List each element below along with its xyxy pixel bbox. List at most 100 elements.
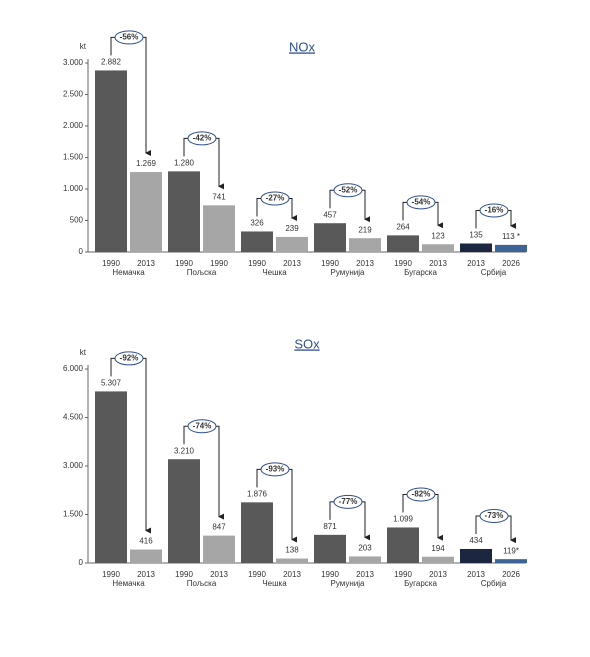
- y-tick-label: 0: [79, 558, 84, 567]
- value-label: 194: [431, 544, 445, 553]
- group-label: Пољска: [187, 268, 217, 277]
- bar: [349, 556, 381, 563]
- group-label: Бугарска: [404, 579, 437, 588]
- group-label: Пољска: [187, 579, 217, 588]
- value-label: 434: [469, 536, 483, 545]
- y-tick-label: 0: [79, 247, 84, 256]
- bar: [422, 556, 454, 563]
- y-axis-unit: kt: [80, 42, 87, 51]
- y-tick-label: 6.000: [63, 364, 84, 373]
- x-tick-label: 1990: [210, 259, 228, 268]
- change-badge: [114, 30, 144, 45]
- value-label: 1.099: [393, 515, 414, 524]
- bar: [387, 235, 419, 252]
- bar: [241, 231, 273, 252]
- bar: [95, 391, 127, 563]
- value-label: 2.882: [101, 58, 122, 67]
- x-tick-label: 2013: [283, 570, 301, 579]
- value-label: 5.307: [101, 379, 122, 388]
- x-tick-label: 2026: [502, 570, 520, 579]
- y-tick-label: 3.000: [63, 461, 84, 470]
- x-tick-label: 1990: [321, 259, 339, 268]
- x-tick-label: 1990: [394, 259, 412, 268]
- bar: [495, 559, 527, 563]
- bar: [241, 502, 273, 563]
- bar: [276, 558, 308, 563]
- y-axis-unit: kt: [80, 348, 87, 357]
- group-label: Чешка: [262, 579, 287, 588]
- group-label: Румунија: [331, 268, 366, 277]
- value-label: 123: [431, 231, 445, 240]
- y-tick-label: 3.000: [63, 58, 84, 67]
- bar: [168, 171, 200, 252]
- y-tick-label: 1.500: [63, 510, 84, 519]
- bar: [95, 70, 127, 253]
- value-label: 3.210: [174, 446, 195, 455]
- bar: [314, 223, 346, 252]
- change-badge: [187, 131, 217, 146]
- value-label: 135: [469, 231, 483, 240]
- value-label: 457: [323, 210, 337, 219]
- change-badge: [479, 203, 509, 218]
- change-label: -52%: [339, 185, 358, 194]
- value-label: 203: [358, 544, 372, 553]
- bar: [276, 236, 308, 252]
- group-label: Србија: [481, 579, 507, 588]
- change-badge: [406, 487, 436, 502]
- change-label: -54%: [412, 197, 431, 206]
- group-label: Чешка: [262, 268, 287, 277]
- y-tick-label: 4.500: [63, 413, 84, 422]
- change-label: -82%: [412, 490, 431, 499]
- bar: [387, 527, 419, 563]
- value-label: 219: [358, 225, 372, 234]
- value-label: 264: [396, 222, 410, 231]
- y-tick-label: 500: [70, 216, 84, 225]
- x-tick-label: 2013: [356, 259, 374, 268]
- group-label: Србија: [481, 268, 507, 277]
- bar: [130, 549, 162, 563]
- x-tick-label: 2026: [502, 259, 520, 268]
- change-label: -77%: [339, 497, 358, 506]
- bar: [203, 205, 235, 252]
- bar: [130, 172, 162, 252]
- value-label: 1.269: [136, 159, 157, 168]
- y-tick-label: 1.000: [63, 184, 84, 193]
- change-badge: [114, 351, 144, 366]
- change-label: -42%: [193, 133, 212, 142]
- x-tick-label: 1990: [175, 570, 193, 579]
- change-badge: [187, 419, 217, 434]
- x-tick-label: 1990: [394, 570, 412, 579]
- x-tick-label: 1990: [248, 259, 266, 268]
- change-badge: [260, 191, 290, 206]
- x-tick-label: 1990: [321, 570, 339, 579]
- y-tick-label: 2.000: [63, 121, 84, 130]
- value-label: 113 *: [502, 232, 520, 241]
- group-label: Бугарска: [404, 268, 437, 277]
- bar: [460, 548, 492, 563]
- x-tick-label: 2013: [137, 570, 155, 579]
- change-label: -16%: [485, 206, 504, 215]
- bar: [422, 244, 454, 252]
- change-label: -73%: [485, 511, 504, 520]
- change-label: -56%: [120, 33, 139, 42]
- bar: [349, 238, 381, 252]
- chart-title: NOx: [289, 39, 316, 54]
- x-tick-label: 2013: [210, 570, 228, 579]
- value-label: 1.280: [174, 158, 195, 167]
- value-label: 119*: [503, 546, 519, 555]
- y-tick-label: 2.500: [63, 90, 84, 99]
- group-label: Румунија: [331, 579, 366, 588]
- x-tick-label: 1990: [175, 259, 193, 268]
- x-tick-label: 1990: [248, 570, 266, 579]
- x-tick-label: 2013: [137, 259, 155, 268]
- change-label: -93%: [266, 464, 285, 473]
- value-label: 416: [139, 537, 153, 546]
- value-label: 138: [285, 546, 299, 555]
- value-label: 326: [250, 219, 264, 228]
- change-badge: [406, 195, 436, 210]
- change-badge: [260, 462, 290, 477]
- group-label: Немачка: [112, 579, 145, 588]
- x-tick-label: 1990: [102, 259, 120, 268]
- x-tick-label: 2013: [283, 259, 301, 268]
